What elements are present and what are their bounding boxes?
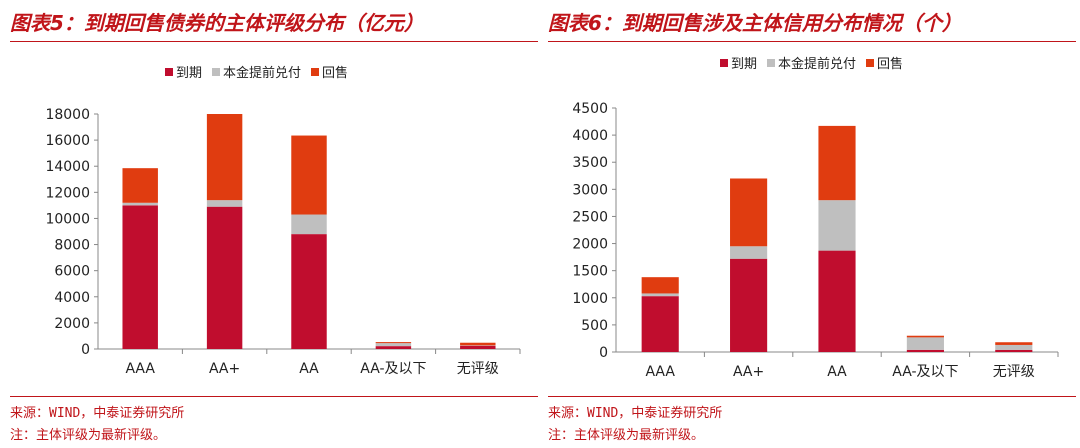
- right-legend-label: 本金提前兑付: [778, 56, 856, 72]
- right-legend-swatch: [767, 59, 775, 67]
- right-chart-title: 图表6：到期回售涉及主体信用分布情况（个）: [548, 11, 962, 35]
- right-chart: 到期 本金提前兑付 回售 0 500 1000 1500 2000 2500 3000 3500 40…: [572, 56, 1059, 380]
- right-y-tick-label: 1500: [572, 264, 608, 280]
- right-bar-putback: [995, 342, 1033, 345]
- left-y-tick-label: 0: [81, 342, 90, 358]
- left-bar-putback: [122, 168, 158, 203]
- left-bar-due: [460, 345, 496, 349]
- left-bar-due: [291, 234, 327, 349]
- right-x-tick-label: AA+: [733, 364, 764, 380]
- right-bar-principal: [641, 293, 679, 297]
- left-footer-rule: [10, 396, 538, 397]
- right-x-tick-label: 无评级: [993, 364, 1035, 380]
- right-footnote: 注：主体评级为最新评级。: [548, 428, 705, 443]
- left-legend-label: 回售: [322, 65, 348, 81]
- right-y-tick-label: 1000: [572, 291, 608, 307]
- right-y-tick-label: 4500: [572, 101, 608, 117]
- right-bar-putback: [730, 178, 768, 247]
- right-y-tick-label: 2500: [572, 209, 608, 225]
- right-legend-swatch: [866, 59, 874, 67]
- right-y-tick-label: 500: [581, 318, 608, 334]
- left-source-note: 来源：WIND，中泰证券研究所: [10, 406, 185, 421]
- left-bar-putback: [460, 342, 496, 346]
- left-bar-putback: [291, 135, 327, 215]
- left-y-tick-label: 16000: [45, 133, 90, 149]
- left-bar-principal: [206, 200, 243, 207]
- right-footer-rule: [548, 396, 1076, 397]
- left-bar-due: [122, 205, 158, 349]
- left-y-tick-label: 8000: [54, 238, 90, 254]
- left-x-tick-label: AA-及以下: [360, 361, 426, 377]
- right-y-tick-label: 2000: [572, 237, 608, 253]
- left-y-tick-label: 10000: [45, 211, 90, 227]
- left-bar-principal: [375, 343, 412, 347]
- left-bar-due: [206, 206, 243, 349]
- right-bar-due: [995, 349, 1033, 352]
- left-bar-principal: [291, 214, 327, 235]
- left-bar-putback: [206, 114, 243, 201]
- right-y-tick-label: 4000: [572, 128, 608, 144]
- left-y-tick-label: 6000: [54, 264, 90, 280]
- left-bar-due: [375, 346, 412, 349]
- left-x-tick-label: AA: [299, 361, 319, 377]
- left-legend-swatch: [212, 68, 220, 76]
- left-chart: 到期 本金提前兑付 回售 0 2000 4000 6000 8000 10000 12000 140…: [45, 65, 521, 377]
- left-y-tick-label: 18000: [45, 107, 90, 123]
- right-bar-principal: [818, 200, 856, 251]
- left-panel: 图表5：到期回售债券的主体评级分布（亿元） 到期 本金提前兑付 回售 0 2000 400…: [10, 0, 538, 448]
- left-x-tick-label: 无评级: [457, 361, 499, 377]
- right-bar-putback: [641, 277, 679, 294]
- left-legend-label: 本金提前兑付: [223, 65, 301, 81]
- right-source-note: 来源：WIND，中泰证券研究所: [548, 406, 723, 421]
- right-bar-putback: [818, 125, 856, 201]
- left-bar-putback: [375, 342, 412, 344]
- left-y-tick-label: 12000: [45, 185, 90, 201]
- right-x-tick-label: AA: [827, 364, 847, 380]
- right-x-tick-label: AAA: [645, 364, 675, 380]
- right-legend-label: 回售: [877, 56, 903, 72]
- right-bar-principal: [730, 246, 768, 259]
- right-legend-label: 到期: [731, 57, 757, 72]
- right-bar-principal: [906, 337, 944, 350]
- left-y-tick-label: 4000: [54, 290, 90, 306]
- left-x-tick-label: AA+: [209, 361, 240, 377]
- left-chart-title: 图表5：到期回售债券的主体评级分布（亿元）: [10, 11, 424, 35]
- right-y-tick-label: 3500: [572, 155, 608, 171]
- right-legend-swatch: [720, 59, 728, 67]
- right-x-tick-label: AA-及以下: [892, 364, 958, 380]
- right-bar-putback: [906, 335, 944, 338]
- left-bar-principal: [122, 202, 158, 206]
- right-panel: 图表6：到期回售涉及主体信用分布情况（个） 到期 本金提前兑付 回售 0 500 1000…: [548, 0, 1076, 448]
- right-y-tick-label: 3000: [572, 182, 608, 198]
- left-footnote: 注：主体评级为最新评级。: [10, 428, 167, 443]
- left-legend-swatch: [165, 68, 173, 76]
- right-bar-due: [818, 250, 856, 352]
- right-bar-principal: [995, 344, 1033, 350]
- left-y-tick-label: 2000: [54, 316, 90, 332]
- left-y-tick-label: 14000: [45, 159, 90, 175]
- right-bar-due: [730, 258, 768, 352]
- left-x-tick-label: AAA: [125, 361, 155, 377]
- left-title-rule: [10, 41, 538, 42]
- right-title-rule: [548, 41, 1076, 42]
- left-legend-label: 到期: [176, 66, 202, 81]
- right-y-tick-label: 0: [599, 345, 608, 361]
- left-legend-swatch: [311, 68, 319, 76]
- right-bar-due: [641, 296, 679, 352]
- right-bar-due: [906, 349, 944, 352]
